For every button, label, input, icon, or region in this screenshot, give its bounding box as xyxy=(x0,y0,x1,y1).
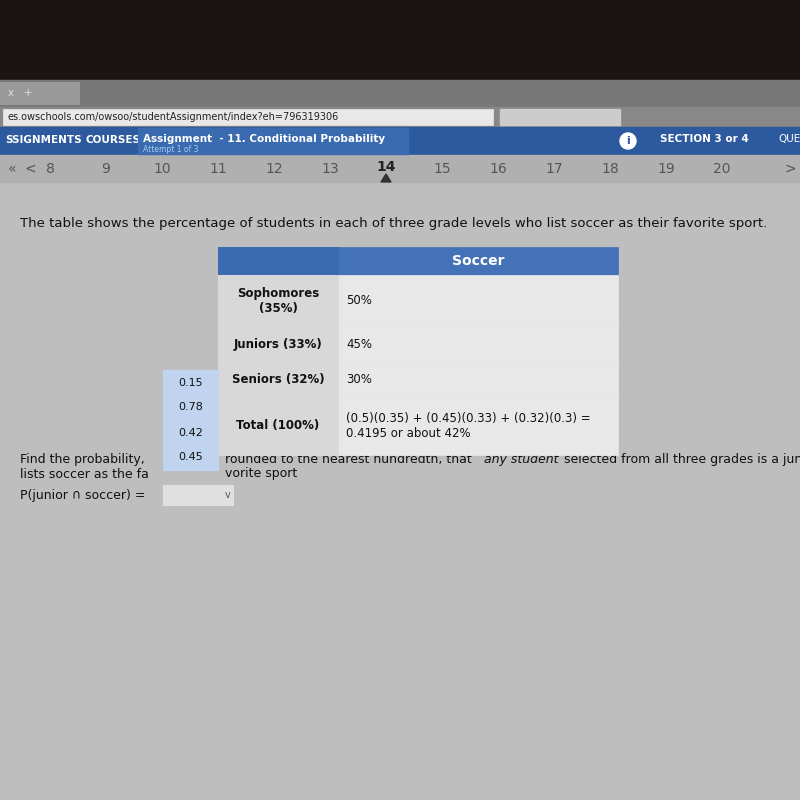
Bar xyxy=(138,128,408,154)
Text: 0.42: 0.42 xyxy=(178,427,203,438)
Text: es.owschools.com/owsoo/studentAssignment/index?eh=796319306: es.owschools.com/owsoo/studentAssignment… xyxy=(7,112,338,122)
Bar xyxy=(0,107,800,127)
Bar xyxy=(218,397,338,455)
Text: SSIGNMENTS: SSIGNMENTS xyxy=(5,135,82,145)
Text: 19: 19 xyxy=(657,162,675,176)
Text: 45%: 45% xyxy=(346,338,372,351)
Text: SECTION 3 or 4: SECTION 3 or 4 xyxy=(660,134,749,144)
Text: «: « xyxy=(8,162,17,176)
Bar xyxy=(163,370,218,470)
Text: Seniors (32%): Seniors (32%) xyxy=(232,373,324,386)
Bar xyxy=(0,80,800,107)
Text: 8: 8 xyxy=(46,162,54,176)
Bar xyxy=(0,0,800,80)
Circle shape xyxy=(620,133,636,149)
Text: 18: 18 xyxy=(601,162,619,176)
Text: 0.78: 0.78 xyxy=(178,402,203,413)
Text: lists soccer as the fa: lists soccer as the fa xyxy=(20,467,149,481)
Text: 0.15: 0.15 xyxy=(178,378,203,387)
Text: QUESTI: QUESTI xyxy=(778,134,800,144)
Text: selected from all three grades is a junior who: selected from all three grades is a juni… xyxy=(560,454,800,466)
Text: 12: 12 xyxy=(265,162,283,176)
Bar xyxy=(500,109,620,125)
Text: x   +: x + xyxy=(8,88,33,98)
Text: 20: 20 xyxy=(714,162,730,176)
Bar xyxy=(0,127,800,155)
Bar xyxy=(0,182,800,800)
Text: 9: 9 xyxy=(102,162,110,176)
Text: P(junior ∩ soccer) =: P(junior ∩ soccer) = xyxy=(20,489,146,502)
Text: >: > xyxy=(785,162,797,176)
Bar xyxy=(3,109,493,125)
Bar xyxy=(218,362,338,397)
Text: 16: 16 xyxy=(489,162,507,176)
Text: 0.45: 0.45 xyxy=(178,453,203,462)
Text: 17: 17 xyxy=(545,162,563,176)
Text: Assignment  - 11. Conditional Probability: Assignment - 11. Conditional Probability xyxy=(143,134,385,144)
Text: 30%: 30% xyxy=(346,373,372,386)
Bar xyxy=(218,275,338,327)
Text: Find the probability,: Find the probability, xyxy=(20,454,145,466)
Bar xyxy=(163,485,233,505)
Bar xyxy=(0,82,80,105)
Text: Total (100%): Total (100%) xyxy=(236,419,320,433)
Text: COURSES: COURSES xyxy=(85,135,140,145)
Text: v: v xyxy=(225,490,231,500)
Bar xyxy=(218,397,618,455)
Bar xyxy=(218,327,338,362)
Text: Soccer: Soccer xyxy=(452,254,504,268)
Text: 11: 11 xyxy=(209,162,227,176)
Text: Juniors (33%): Juniors (33%) xyxy=(234,338,322,351)
Text: (0.5)(0.35) + (0.45)(0.33) + (0.32)(0.3) =
0.4195 or about 42%: (0.5)(0.35) + (0.45)(0.33) + (0.32)(0.3)… xyxy=(346,412,590,440)
Text: 14: 14 xyxy=(376,160,396,174)
Polygon shape xyxy=(381,174,391,182)
Text: rounded to the nearest hundredth, that: rounded to the nearest hundredth, that xyxy=(225,454,476,466)
Text: Attempt 1 of 3: Attempt 1 of 3 xyxy=(143,145,198,154)
Text: vorite sport: vorite sport xyxy=(225,467,298,481)
Text: 13: 13 xyxy=(321,162,339,176)
Text: 15: 15 xyxy=(433,162,451,176)
Bar xyxy=(218,247,338,275)
Text: 10: 10 xyxy=(153,162,171,176)
Text: <: < xyxy=(24,162,36,176)
Bar xyxy=(0,155,800,182)
Bar xyxy=(218,275,618,327)
Text: Sophomores
(35%): Sophomores (35%) xyxy=(237,287,319,315)
Text: i: i xyxy=(626,136,630,146)
Bar xyxy=(218,362,618,397)
Text: 50%: 50% xyxy=(346,294,372,307)
Text: The table shows the percentage of students in each of three grade levels who lis: The table shows the percentage of studen… xyxy=(20,217,767,230)
Text: any student: any student xyxy=(484,454,558,466)
Bar xyxy=(218,247,618,275)
Bar xyxy=(218,327,618,362)
